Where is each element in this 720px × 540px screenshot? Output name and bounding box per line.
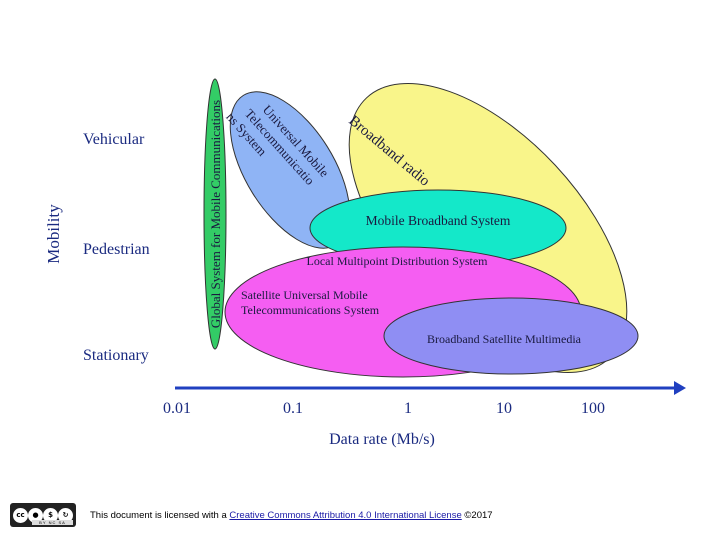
gsm-label: Global System for Mobile Communications — [208, 100, 223, 328]
cc-strip: BY NC SA — [32, 520, 73, 525]
x-axis-arrow-icon — [674, 381, 686, 395]
x-tick-10: 10 — [496, 400, 512, 417]
cc-sa-label: SA — [58, 520, 66, 525]
lmds-label: Local Multipoint Distribution System — [307, 254, 489, 268]
cc-nc-label: NC — [48, 520, 57, 525]
y-axis-title: Mobility — [44, 204, 63, 264]
cc-sa-icon: ↻ — [58, 507, 73, 523]
x-tick-0.1: 0.1 — [283, 400, 303, 417]
license-footer: cc ● $ ↻ BY NC SA This document is licen… — [10, 503, 493, 527]
license-link[interactable]: Creative Commons Attribution 4.0 Interna… — [229, 509, 462, 521]
cc-by-label: BY — [39, 520, 47, 525]
license-suffix: ©2017 — [461, 509, 493, 521]
cc-nc-icon: $ — [43, 507, 58, 523]
cc-by-icon: ● — [28, 507, 43, 523]
gsm-region — [203, 78, 227, 350]
license-prefix: This document is licensed with a — [90, 509, 230, 521]
mobility-level-vehicular: Vehicular — [83, 131, 145, 148]
cc-logo-icon: cc — [13, 507, 28, 523]
bsm-region — [383, 297, 639, 375]
sumts-label-line-1: Satellite Universal Mobile — [241, 288, 368, 302]
creative-commons-icon[interactable]: cc ● $ ↻ BY NC SA — [10, 503, 76, 527]
sumts-label-line-2: Telecommunications System — [241, 303, 380, 317]
x-tick-100: 100 — [581, 400, 605, 417]
license-text: This document is licensed with a Creativ… — [90, 510, 493, 521]
mbs-label: Mobile Broadband System — [366, 213, 511, 228]
mobility-level-stationary: Stationary — [83, 347, 149, 364]
x-axis-title: Data rate (Mb/s) — [329, 431, 435, 448]
x-tick-0.01: 0.01 — [163, 400, 191, 417]
bsm-label: Broadband Satellite Multimedia — [427, 332, 582, 346]
mobility-level-pedestrian: Pedestrian — [83, 241, 150, 258]
x-tick-1: 1 — [404, 400, 412, 417]
